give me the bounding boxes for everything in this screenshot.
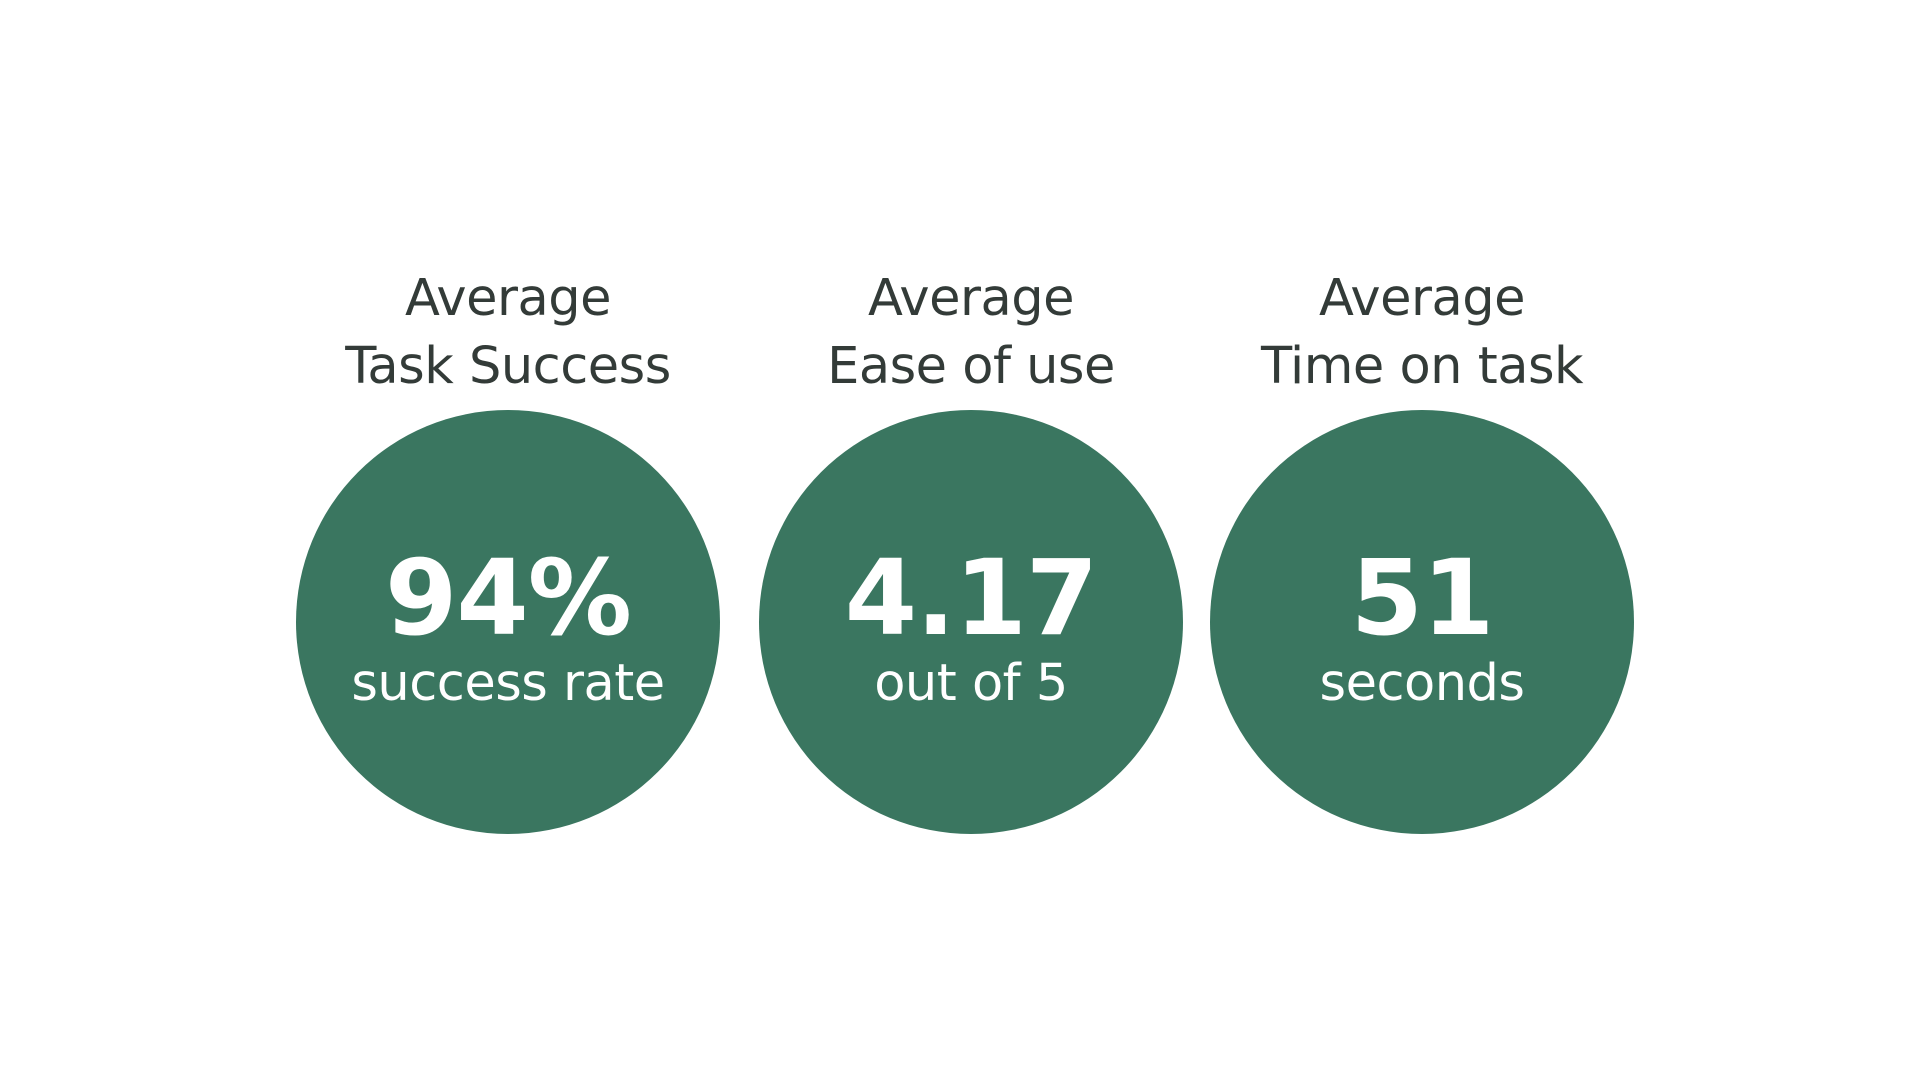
metric-circle: 94% success rate (296, 410, 720, 834)
metric-task-success: Average Task Success 94% success rate (248, 265, 768, 834)
metric-unit: seconds (1319, 654, 1525, 713)
metric-label-line2: Time on task (1260, 337, 1584, 396)
metric-label: Average Time on task (1260, 265, 1584, 401)
metric-circle: 51 seconds (1210, 410, 1634, 834)
metric-label: Average Ease of use (827, 265, 1115, 401)
metric-value: 4.17 (844, 537, 1099, 659)
metric-time-on-task: Average Time on task 51 seconds (1162, 265, 1682, 834)
metric-circle: 4.17 out of 5 (759, 410, 1183, 834)
metric-value: 51 (1350, 537, 1495, 659)
metric-label-line1: Average (405, 269, 611, 328)
metric-ease-of-use: Average Ease of use 4.17 out of 5 (711, 265, 1231, 834)
metric-unit: out of 5 (874, 654, 1068, 713)
metric-label-line1: Average (868, 269, 1074, 328)
metric-label-line1: Average (1319, 269, 1525, 328)
metric-label: Average Task Success (345, 265, 671, 401)
metric-unit: success rate (351, 654, 665, 713)
metric-label-line2: Task Success (345, 337, 671, 396)
metric-value: 94% (385, 537, 632, 659)
metric-label-line2: Ease of use (827, 337, 1115, 396)
